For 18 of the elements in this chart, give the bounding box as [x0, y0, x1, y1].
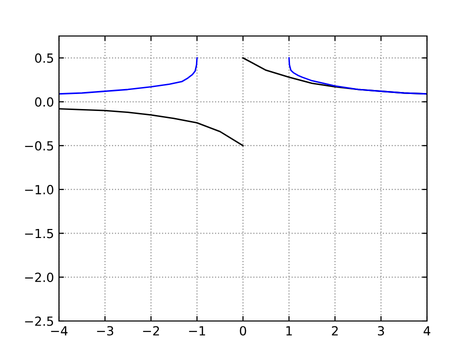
x-tick-label: 1	[286, 326, 292, 336]
x-tick-label: −2	[143, 326, 159, 336]
x-tick-label: 3	[378, 326, 384, 336]
x-tick-label: −4	[51, 326, 68, 336]
x-tick-label: 2	[332, 326, 338, 336]
x-tick-label: 0	[240, 326, 246, 336]
y-tick-label: −2.5	[25, 316, 54, 326]
y-tick-label: −1.5	[25, 228, 54, 238]
x-tick-label: 4	[424, 326, 430, 336]
y-tick-label: 0.0	[35, 97, 54, 107]
line-series	[288, 57, 427, 95]
y-tick-label: −1.0	[25, 184, 54, 194]
x-tick-label: −3	[97, 326, 114, 336]
y-tick-label: −0.5	[25, 141, 54, 151]
line-series	[59, 57, 198, 95]
x-tick-label: −1	[189, 326, 206, 336]
y-tick-label: 0.5	[35, 53, 54, 63]
y-tick-label: −2.0	[25, 272, 54, 282]
